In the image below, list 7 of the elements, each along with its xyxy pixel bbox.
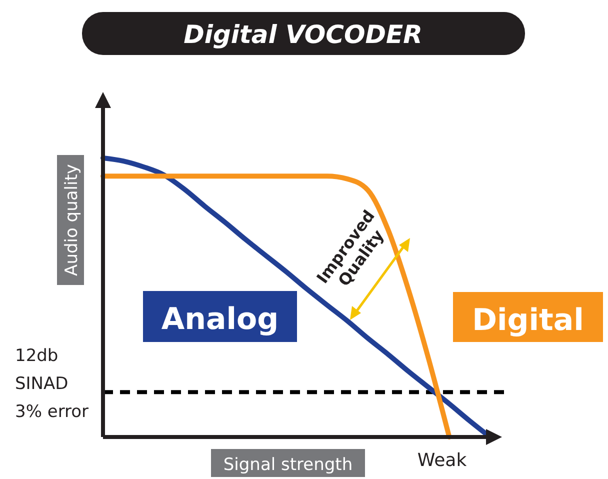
x-axis-title: Signal strength xyxy=(223,455,353,475)
series-label: Analog xyxy=(161,302,279,337)
chart-title: Digital VOCODER xyxy=(184,20,422,49)
series-label: Digital xyxy=(472,303,584,338)
text: Weak xyxy=(417,450,468,471)
ref-line-label: 12db SINAD 3% error xyxy=(15,346,89,422)
y-axis-title: Audio quality xyxy=(62,164,82,276)
